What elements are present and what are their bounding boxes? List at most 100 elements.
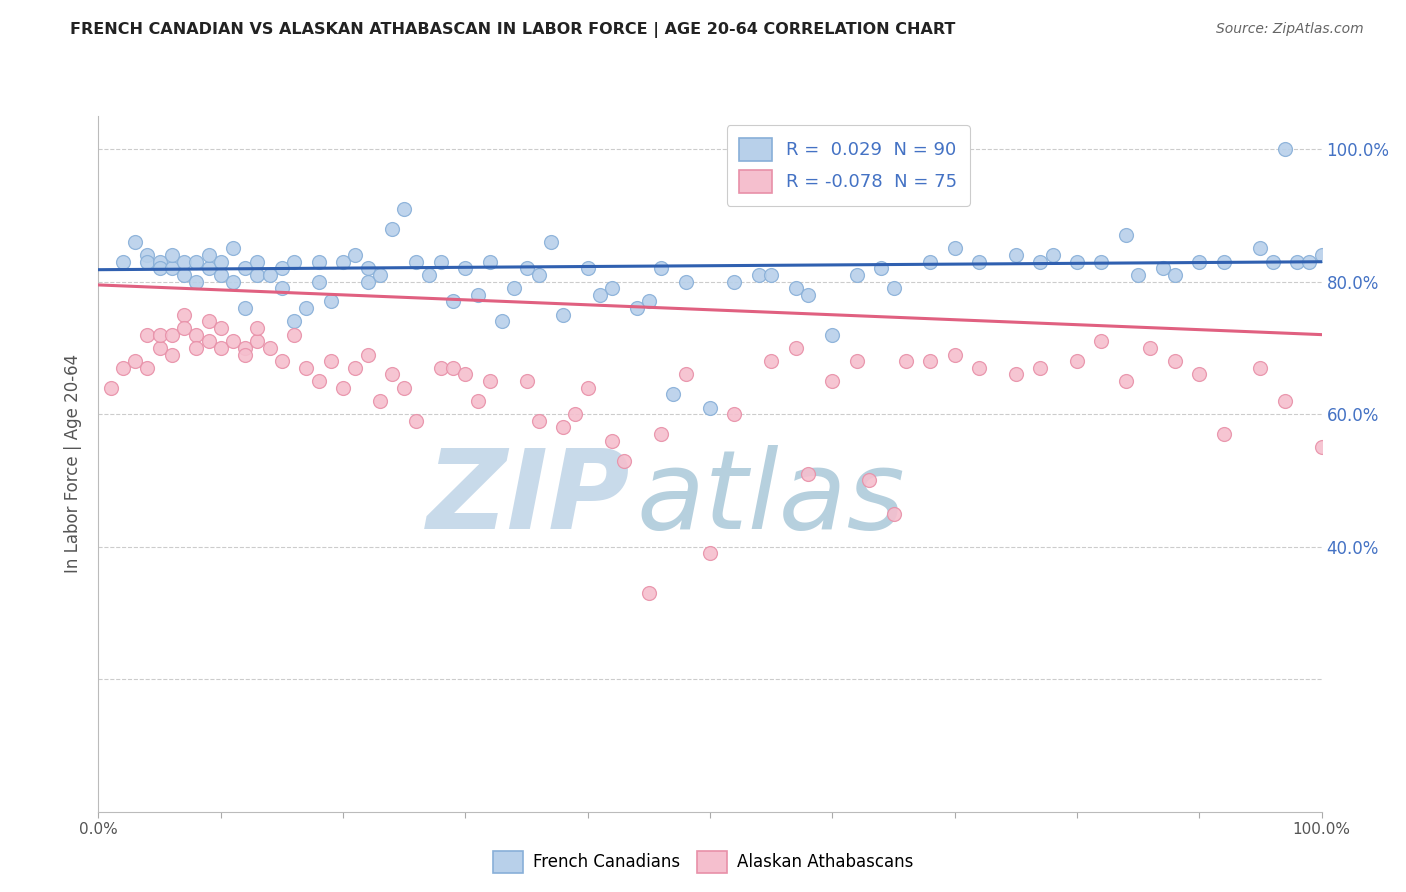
Point <box>124 354 146 368</box>
Point <box>1286 254 1309 268</box>
Point <box>600 281 623 295</box>
Point <box>821 327 844 342</box>
Text: Source: ZipAtlas.com: Source: ZipAtlas.com <box>1216 22 1364 37</box>
Legend: French Canadians, Alaskan Athabascans: French Canadians, Alaskan Athabascans <box>486 845 920 880</box>
Point <box>344 360 367 375</box>
Point <box>1128 268 1150 282</box>
Point <box>1152 261 1174 276</box>
Point <box>1115 228 1137 243</box>
Point <box>392 202 416 216</box>
Point <box>136 248 159 262</box>
Point <box>186 254 208 268</box>
Point <box>308 275 330 289</box>
Point <box>381 221 404 235</box>
Point <box>160 248 183 262</box>
Point <box>233 301 256 315</box>
Point <box>368 268 391 282</box>
Point <box>478 374 501 388</box>
Point <box>430 254 453 268</box>
Point <box>1164 268 1187 282</box>
Point <box>173 268 195 282</box>
Text: atlas: atlas <box>637 445 905 552</box>
Point <box>332 254 354 268</box>
Point <box>527 268 550 282</box>
Point <box>283 314 305 328</box>
Point <box>894 354 917 368</box>
Point <box>540 235 562 249</box>
Point <box>246 334 269 349</box>
Point <box>589 288 612 302</box>
Point <box>233 261 256 276</box>
Point <box>1261 254 1284 268</box>
Point <box>295 360 318 375</box>
Point <box>319 294 342 309</box>
Point <box>149 341 172 355</box>
Point <box>454 368 477 382</box>
Point <box>1004 248 1026 262</box>
Point <box>418 268 440 282</box>
Point <box>723 407 745 421</box>
Point <box>186 327 208 342</box>
Point <box>491 314 513 328</box>
Point <box>246 321 269 335</box>
Point <box>111 254 134 268</box>
Point <box>356 275 378 289</box>
Point <box>723 275 745 289</box>
Point <box>650 261 672 276</box>
Point <box>1066 254 1088 268</box>
Point <box>368 393 391 408</box>
Point <box>430 360 453 375</box>
Point <box>785 281 807 295</box>
Point <box>124 235 146 249</box>
Point <box>209 268 232 282</box>
Point <box>967 254 990 268</box>
Point <box>943 242 966 256</box>
Point <box>381 368 404 382</box>
Point <box>467 393 489 408</box>
Legend: R =  0.029  N = 90, R = -0.078  N = 75: R = 0.029 N = 90, R = -0.078 N = 75 <box>727 125 970 206</box>
Point <box>233 347 256 361</box>
Point <box>699 401 721 415</box>
Point <box>1029 360 1052 375</box>
Point <box>186 275 208 289</box>
Point <box>553 308 575 322</box>
Point <box>845 268 868 282</box>
Point <box>405 254 427 268</box>
Point <box>246 268 269 282</box>
Point <box>283 327 305 342</box>
Point <box>1298 254 1320 268</box>
Point <box>222 242 245 256</box>
Point <box>797 467 820 481</box>
Point <box>197 261 219 276</box>
Point <box>967 360 990 375</box>
Point <box>136 327 159 342</box>
Point <box>503 281 526 295</box>
Point <box>662 387 685 401</box>
Point <box>527 414 550 428</box>
Point <box>638 294 661 309</box>
Point <box>136 254 159 268</box>
Point <box>405 414 427 428</box>
Point <box>870 261 893 276</box>
Point <box>883 281 905 295</box>
Point <box>1029 254 1052 268</box>
Point <box>111 360 134 375</box>
Point <box>441 360 464 375</box>
Point <box>209 321 232 335</box>
Point <box>600 434 623 448</box>
Point <box>136 360 159 375</box>
Point <box>920 254 942 268</box>
Point <box>308 254 330 268</box>
Y-axis label: In Labor Force | Age 20-64: In Labor Force | Age 20-64 <box>65 354 83 574</box>
Point <box>467 288 489 302</box>
Point <box>100 381 122 395</box>
Point <box>259 268 281 282</box>
Point <box>1115 374 1137 388</box>
Point <box>197 314 219 328</box>
Point <box>883 507 905 521</box>
Point <box>246 254 269 268</box>
Point <box>160 327 183 342</box>
Text: FRENCH CANADIAN VS ALASKAN ATHABASCAN IN LABOR FORCE | AGE 20-64 CORRELATION CHA: FRENCH CANADIAN VS ALASKAN ATHABASCAN IN… <box>70 22 956 38</box>
Point <box>553 420 575 434</box>
Point <box>173 308 195 322</box>
